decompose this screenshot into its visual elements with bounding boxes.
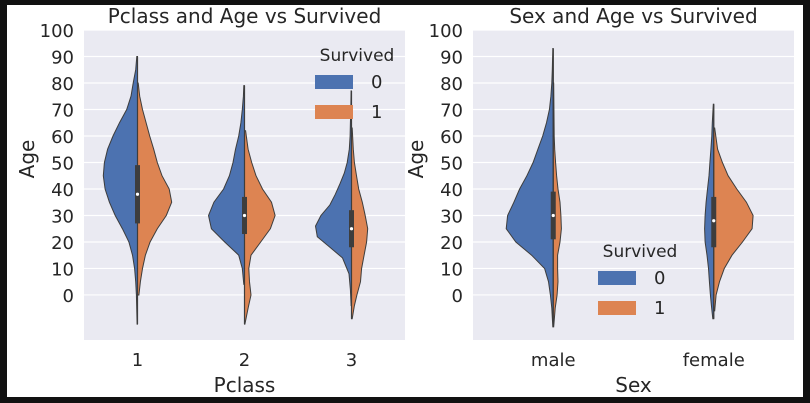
violin-half <box>137 82 173 296</box>
y-tick-label: 70 <box>440 100 463 121</box>
y-tick-label: 30 <box>440 206 463 227</box>
legend-swatch <box>598 301 636 315</box>
plot-area <box>473 30 794 340</box>
y-tick-label: 70 <box>51 100 74 121</box>
y-axis-label: Age <box>15 140 39 179</box>
y-tick-label: 50 <box>440 153 463 174</box>
y-tick-label: 60 <box>51 127 74 148</box>
violin-median <box>242 213 247 218</box>
y-tick-label: 80 <box>440 74 463 95</box>
legend-swatch <box>315 75 353 89</box>
legend-label: 0 <box>371 72 382 93</box>
chart-title: Pclass and Age vs Survived <box>108 5 382 28</box>
legend: Survived 0 1 <box>598 242 677 319</box>
y-tick-label: 40 <box>51 180 74 201</box>
x-tick-label: 1 <box>132 350 143 371</box>
violin-half <box>704 103 715 320</box>
y-tick-label: 50 <box>51 153 74 174</box>
y-tick-label: 30 <box>51 206 74 227</box>
y-tick-label: 100 <box>429 21 463 42</box>
x-axis-label: Pclass <box>214 373 276 397</box>
legend-swatch <box>598 271 636 285</box>
violin-half <box>505 47 554 328</box>
x-tick-label: 2 <box>239 350 250 371</box>
legend-title: Survived <box>603 242 678 262</box>
figure: 0 10 20 30 40 50 60 70 80 90 100 1 2 3 Pclass Age Pclass… <box>7 5 803 397</box>
y-tick-label: 10 <box>440 259 463 280</box>
legend-label: 1 <box>371 102 382 123</box>
x-axis-label: Sex <box>615 373 652 397</box>
violin-median <box>551 213 555 218</box>
violin-half <box>207 85 245 285</box>
legend: Survived 0 1 <box>315 46 394 123</box>
y-tick-label: 100 <box>40 21 74 42</box>
y-tick-label: 20 <box>51 233 74 254</box>
y-tick-label: 20 <box>440 233 463 254</box>
y-tick-label: 40 <box>440 180 463 201</box>
y-axis-label: Age <box>404 140 428 179</box>
x-tick-label: 3 <box>346 350 357 371</box>
violin-median <box>712 219 716 223</box>
y-tick-label: 60 <box>440 127 463 148</box>
violin-median <box>349 227 354 231</box>
violin-half <box>102 55 138 325</box>
violin-median <box>135 192 140 196</box>
legend-swatch <box>315 105 353 119</box>
x-tick-label: male <box>531 350 576 371</box>
violin-half <box>552 82 562 328</box>
chart-title: Sex and Age vs Survived <box>509 5 757 28</box>
legend-label: 1 <box>654 298 665 319</box>
legend-title: Survived <box>320 46 395 66</box>
y-tick-label: 80 <box>51 74 74 95</box>
x-tick-label: female <box>683 350 745 371</box>
violin-half <box>351 127 369 320</box>
violin-half <box>244 130 276 325</box>
y-tick-label: 10 <box>51 259 74 280</box>
y-tick-label: 0 <box>63 286 74 307</box>
y-tick-label: 90 <box>51 47 74 68</box>
y-tick-label: 90 <box>440 47 463 68</box>
y-tick-label: 0 <box>452 286 463 307</box>
violin-half <box>713 127 754 312</box>
legend-label: 0 <box>654 268 665 289</box>
